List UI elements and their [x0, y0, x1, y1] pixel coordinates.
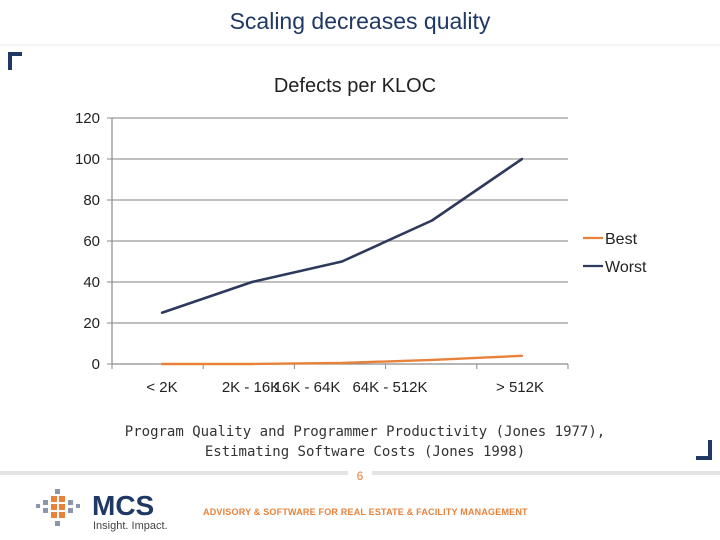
logo-tagline: Insight. Impact.: [93, 520, 168, 532]
page-number: 6: [348, 466, 372, 486]
chart-series: [160, 157, 524, 366]
legend-label-worst: Worst: [605, 259, 647, 276]
legend-label-best: Best: [605, 231, 638, 248]
y-tick-label: 0: [92, 356, 100, 373]
x-tick-label: > 512K: [496, 379, 544, 396]
data-point: [160, 362, 164, 366]
chart-grid: [112, 117, 568, 324]
x-tick-label: 64K - 512K: [352, 379, 427, 396]
header-divider: [0, 44, 720, 48]
chart: Defects per KLOC 0 20 40 60 80 100 120 < 2K 2K …: [0, 60, 720, 400]
data-point: [520, 354, 524, 357]
y-tick-label: 60: [83, 233, 100, 250]
source-line-2: Estimating Software Costs (Jones 1998): [204, 444, 526, 460]
corner-bracket-icon: [8, 52, 22, 70]
y-axis-ticks: 0 20 40 60 80 100 120: [75, 110, 100, 373]
footer-tagline: ADVISORY & SOFTWARE FOR REAL ESTATE & FA…: [203, 507, 528, 517]
data-point: [430, 358, 434, 362]
chart-axes: [107, 117, 569, 369]
y-tick-label: 120: [75, 110, 100, 127]
chart-legend: Best Worst: [583, 231, 647, 276]
data-point: [520, 157, 524, 161]
source-citation: Program Quality and Programmer Productiv…: [100, 422, 630, 462]
x-tick-label: 16K - 64K: [274, 379, 341, 396]
logo-name: MCS: [92, 490, 155, 521]
corner-bracket-icon: [696, 440, 712, 460]
chart-svg: Defects per KLOC 0 20 40 60 80 100 120 < 2K 2K …: [75, 75, 647, 396]
data-point: [340, 361, 344, 365]
series-line-worst: [161, 157, 523, 314]
slide-title: Scaling decreases quality: [229, 8, 491, 34]
data-point: [340, 260, 344, 263]
y-tick-label: 40: [83, 274, 100, 291]
source-line-1: Program Quality and Programmer Productiv…: [124, 424, 606, 440]
data-point: [160, 311, 164, 314]
y-tick-label: 80: [83, 192, 100, 209]
mcs-logo-icon: [36, 489, 80, 526]
x-tick-label: 2K - 16K: [222, 379, 280, 396]
chart-title: Defects per KLOC: [274, 75, 436, 97]
data-point: [430, 219, 434, 222]
data-point: [250, 280, 254, 284]
y-tick-label: 20: [83, 315, 100, 332]
x-tick-label: < 2K: [146, 379, 177, 396]
y-tick-label: 100: [75, 151, 100, 168]
data-point: [250, 362, 254, 366]
